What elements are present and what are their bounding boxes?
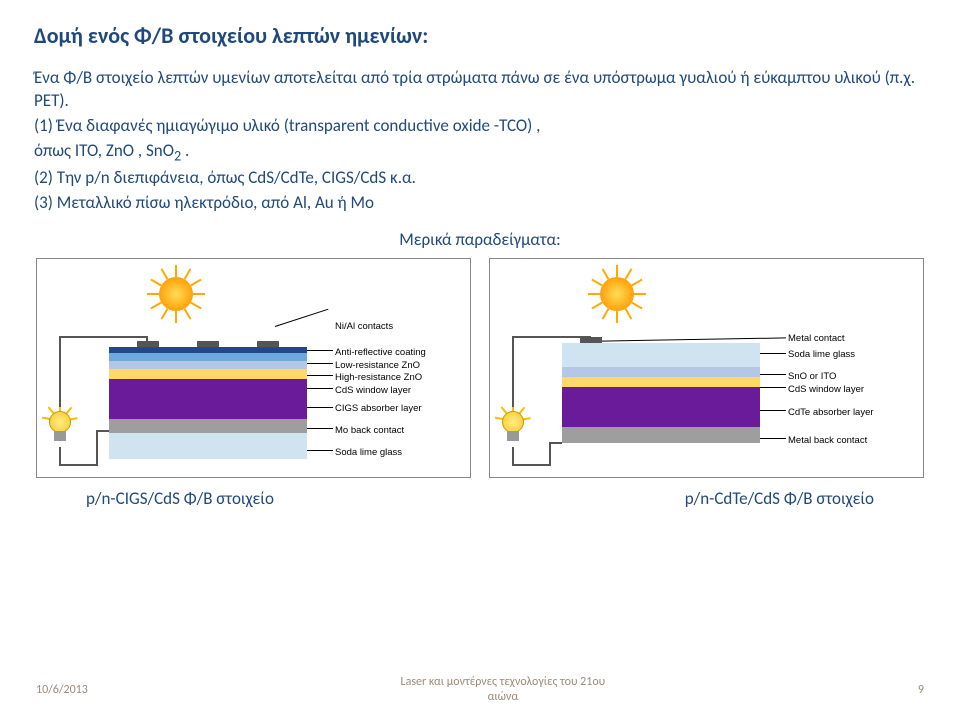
lbl-nial: Ni/Al contacts [335, 321, 393, 332]
footer-center-2: αιώνα [488, 690, 519, 704]
body-text: Ένα Φ/Β στοιχείο λεπτών υμενίων αποτελεί… [34, 67, 926, 215]
diagrams-row: Ni/Al contacts Anti-reflective coating L… [34, 258, 926, 478]
mo-layer [562, 427, 760, 443]
slide-footer: 10/6/2013 Laser και μοντέρνες τεχνολογίε… [0, 675, 960, 704]
item1b-tail: . [181, 140, 189, 161]
item3: (3) Μεταλλικό πίσω ηλεκτρόδιο, από Al, A… [34, 192, 926, 215]
item1b: όπως ITO, ZnO , SnO2 . [34, 140, 926, 166]
caption-cigs: p/n-CIGS/CdS Φ/Β στοιχείο [86, 488, 274, 509]
cds-layer [562, 377, 760, 387]
footer-center-1: Laser και μοντέρνες τεχνολογίες του 21ου [401, 675, 606, 689]
cdte-diagram: Soda lime glass Metal contact SnO or ITO… [489, 258, 924, 478]
footer-page: 9 [918, 683, 924, 697]
cigs-layer [109, 379, 307, 419]
lbl-mo: Mo back contact [335, 425, 404, 436]
glass-layer [562, 343, 760, 367]
lbl-backcontact: Metal back contact [788, 435, 867, 446]
lbl-glass2: Soda lime glass [788, 349, 855, 360]
item2: (2) Tην p/n διεπιφάνεια, όπως CdS/CdTe, … [34, 167, 926, 190]
lbl-glass: Soda lime glass [335, 447, 402, 458]
lbl-metalcontact: Metal contact [788, 333, 845, 344]
lbl-lowzno: Low-resistance ZnO [335, 360, 420, 371]
item1b-text: όπως ITO, ZnO , SnO [34, 140, 174, 161]
lbl-arc: Anti-reflective coating [335, 347, 426, 358]
intro-line: Ένα Φ/Β στοιχείο λεπτών υμενίων αποτελεί… [34, 67, 926, 113]
lbl-cds: CdS window layer [335, 385, 411, 396]
lbl-highzno: High-resistance ZnO [335, 372, 422, 383]
cigs-diagram: Ni/Al contacts Anti-reflective coating L… [36, 258, 471, 478]
cds-layer [109, 369, 307, 379]
lbl-cigs: CIGS absorber layer [335, 403, 422, 414]
sno-layer [562, 367, 760, 377]
caption-cdte: p/n-CdTe/CdS Φ/Β στοιχείο [685, 488, 874, 509]
lbl-sno: SnO or ITO [788, 371, 836, 382]
highzno-layer [109, 361, 307, 369]
footer-center: Laser και μοντέρνες τεχνολογίες του 21ου… [88, 675, 918, 704]
cdte-layer [562, 387, 760, 427]
mo-layer [109, 419, 307, 433]
captions-row: p/n-CIGS/CdS Φ/Β στοιχείο p/n-CdTe/CdS Φ… [34, 478, 926, 509]
lowzno-layer [109, 353, 307, 361]
glass-layer [109, 433, 307, 459]
slide-title: Δομή ενός Φ/Β στοιχείου λεπτών ημενίων: [34, 22, 926, 49]
lbl-cds2: CdS window layer [788, 384, 864, 395]
footer-date: 10/6/2013 [36, 683, 88, 697]
item1a: (1) Ένα διαφανές ημιαγώγιμο υλικό (trans… [34, 115, 926, 138]
examples-label: Mερικά παραδείγματα: [34, 229, 926, 250]
lbl-cdte: CdTe absorber layer [788, 407, 874, 418]
